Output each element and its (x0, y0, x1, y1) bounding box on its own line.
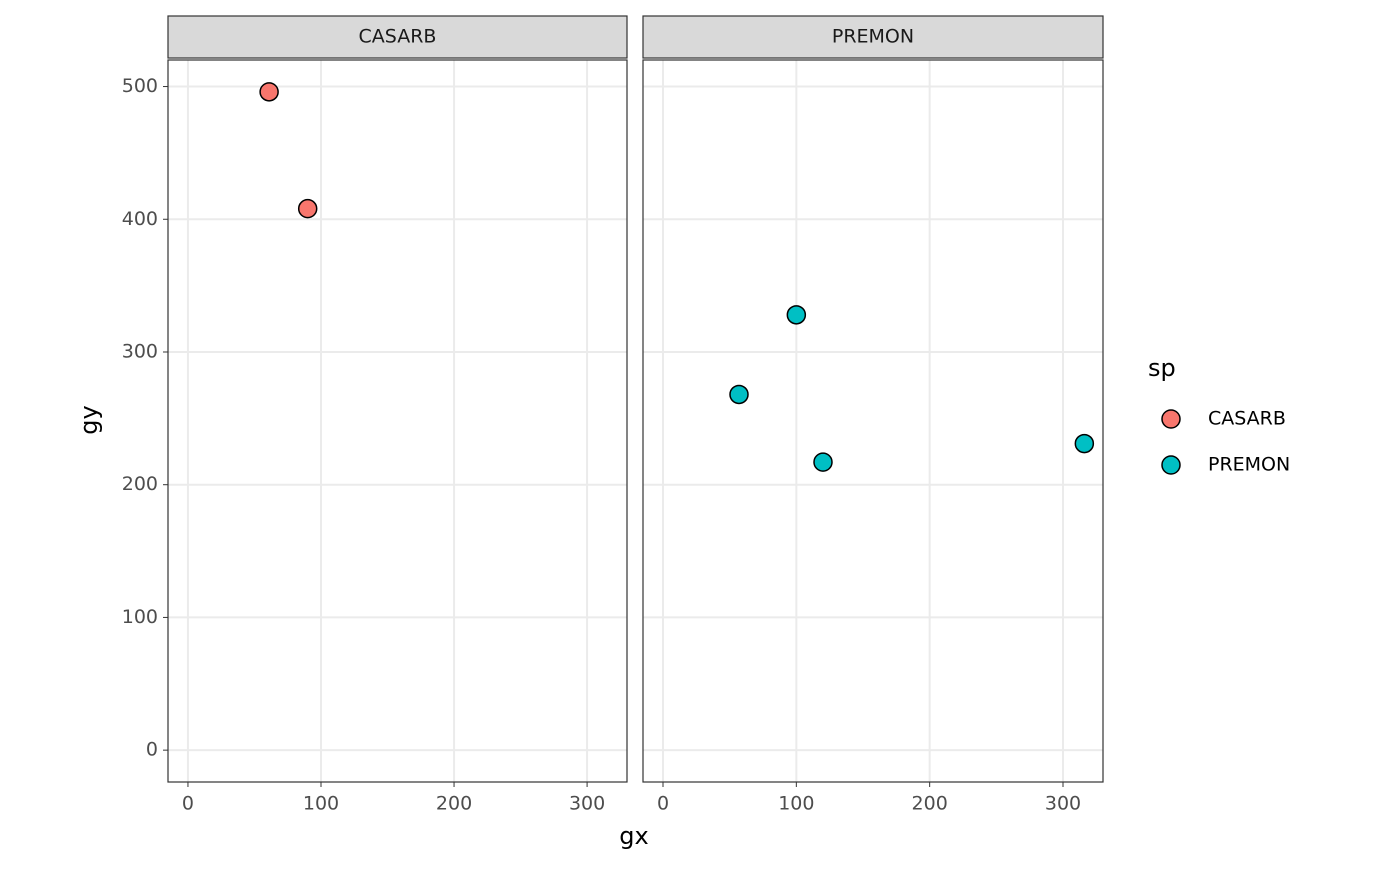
y-tick-label: 500 (122, 75, 158, 97)
x-axis-label: gx (619, 822, 648, 850)
x-tick-label: 200 (912, 793, 948, 815)
x-tick-label: 200 (436, 793, 472, 815)
legend-label: PREMON (1208, 454, 1290, 476)
x-tick-label: 0 (182, 793, 194, 815)
panel (168, 60, 627, 782)
point (1074, 433, 1095, 454)
panel-border (642, 59, 1104, 783)
point (259, 82, 279, 102)
y-tick-label: 100 (122, 606, 158, 628)
legend-key (1161, 455, 1181, 475)
point (729, 384, 749, 405)
y-tick-label: 300 (122, 340, 158, 362)
y-tick-label: 0 (146, 739, 158, 761)
x-tick-label: 300 (569, 793, 605, 815)
point (297, 198, 318, 219)
panel (643, 60, 1103, 782)
strip (167, 15, 628, 59)
x-tick-label: 100 (303, 793, 339, 815)
point (786, 305, 807, 325)
strip-label: CASARB (359, 26, 437, 48)
x-tick-label: 300 (1045, 793, 1081, 815)
x-tick-label: 0 (657, 793, 669, 815)
legend-title: sp (1148, 354, 1176, 382)
point (813, 452, 833, 472)
y-tick-label: 400 (122, 208, 158, 230)
strip-label: PREMON (832, 26, 914, 48)
legend-label: CASARB (1208, 408, 1286, 430)
y-tick-label: 200 (122, 473, 158, 495)
x-tick-label: 100 (778, 793, 814, 815)
y-axis-label: gy (75, 405, 103, 434)
panel-border (167, 59, 628, 783)
legend-key (1161, 409, 1181, 429)
strip (642, 15, 1104, 59)
